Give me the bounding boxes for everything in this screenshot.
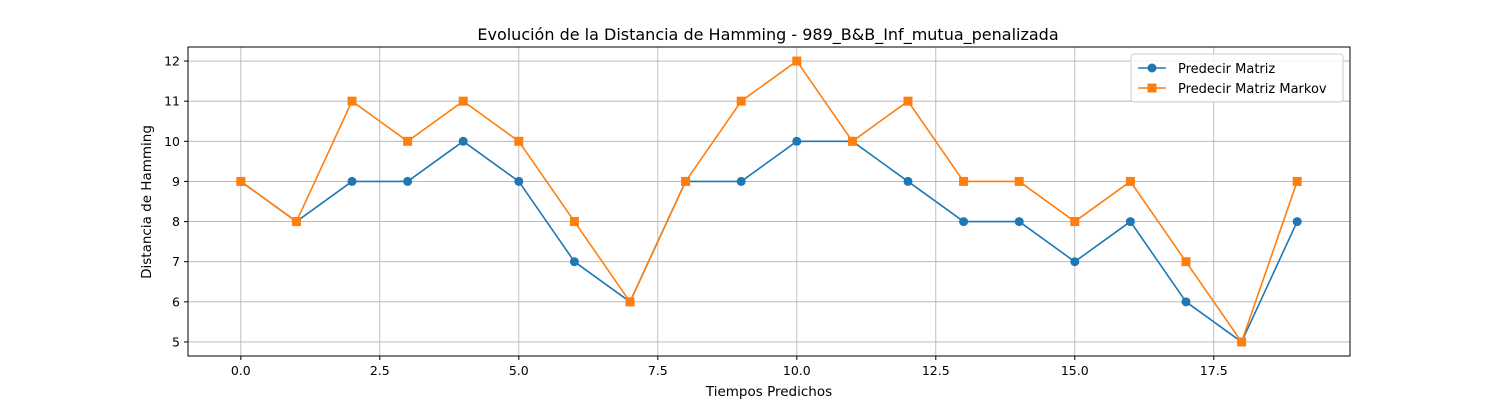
data-point-predecir-matriz [514,176,524,186]
y-tick-label: 9 [172,174,180,189]
x-tick-label: 7.5 [648,363,668,378]
data-point-predecir-matriz-markov [1125,176,1135,186]
series-predecir-matriz-markov [236,56,1302,347]
x-tick-label: 12.5 [922,363,950,378]
data-point-predecir-matriz [903,176,913,186]
data-point-predecir-matriz [1292,217,1302,227]
x-tick-label: 0.0 [231,363,251,378]
data-point-predecir-matriz-markov [1237,337,1247,347]
data-point-predecir-matriz-markov [514,136,524,146]
data-point-predecir-matriz-markov [903,96,913,106]
y-tick-label: 5 [172,334,180,349]
series-line-predecir-matriz [240,140,1298,343]
data-point-predecir-matriz [458,136,468,146]
data-point-predecir-matriz-markov [403,136,413,146]
data-point-predecir-matriz-markov [236,176,246,186]
data-point-predecir-matriz [792,136,802,146]
x-tick-label: 2.5 [370,363,390,378]
data-point-predecir-matriz-markov [458,96,468,106]
data-point-predecir-matriz-markov [1070,217,1080,227]
legend-frame [1130,53,1344,103]
plot-area-frame [187,46,1351,357]
x-tick-label: 17.5 [1200,363,1228,378]
x-tick-label: 5.0 [509,363,529,378]
data-point-predecir-matriz-markov [681,176,691,186]
data-point-predecir-matriz-markov [569,217,579,227]
data-point-predecir-matriz-markov [847,136,857,146]
x-axis-label: Tiempos Predichos [705,384,832,400]
y-tick-label: 12 [164,54,180,69]
chart-title: Evolución de la Distancia de Hamming - 9… [477,25,1058,45]
grid [188,47,1350,356]
data-point-predecir-matriz-markov [625,297,635,307]
legend: Predecir Matriz Predecir Matriz Markov [1130,53,1344,103]
data-point-predecir-matriz [1125,217,1135,227]
legend-label-predecir-matriz-markov: Predecir Matriz Markov [1178,82,1327,97]
data-point-predecir-matriz-markov [792,56,802,66]
data-point-predecir-matriz-markov [347,96,357,106]
y-tick-label: 10 [164,134,180,149]
legend-marker-predecir-matriz-markov [1147,83,1157,93]
y-tick-label: 7 [172,254,180,269]
x-tick-label: 15.0 [1061,363,1089,378]
data-point-predecir-matriz [1014,217,1024,227]
data-point-predecir-matriz [1070,257,1080,267]
y-tick-label: 11 [164,94,180,109]
data-point-predecir-matriz [569,257,579,267]
y-axis-label: Distancia de Hamming [139,125,155,279]
legend-label-predecir-matriz: Predecir Matriz [1178,62,1275,77]
data-point-predecir-matriz-markov [1181,257,1191,267]
y-tick-label: 6 [172,294,180,309]
series-line-predecir-matriz-markov [240,60,1298,343]
y-axis-ticks: 5 6 7 8 9 10 11 12 [164,54,188,349]
data-point-predecir-matriz-markov [736,96,746,106]
x-axis-ticks: 0.0 2.5 5.0 7.5 10.0 12.5 15.0 17.5 [231,356,1228,378]
data-point-predecir-matriz [347,176,357,186]
x-tick-label: 10.0 [783,363,811,378]
series-layer [236,56,1302,347]
data-point-predecir-matriz-markov [959,176,969,186]
data-point-predecir-matriz [959,217,969,227]
data-point-predecir-matriz-markov [291,217,301,227]
data-point-predecir-matriz-markov [1014,176,1024,186]
data-point-predecir-matriz [736,176,746,186]
legend-marker-predecir-matriz [1147,63,1157,73]
data-point-predecir-matriz-markov [1292,176,1302,186]
data-point-predecir-matriz [1181,297,1191,307]
data-point-predecir-matriz [403,176,413,186]
y-tick-label: 8 [172,214,180,229]
